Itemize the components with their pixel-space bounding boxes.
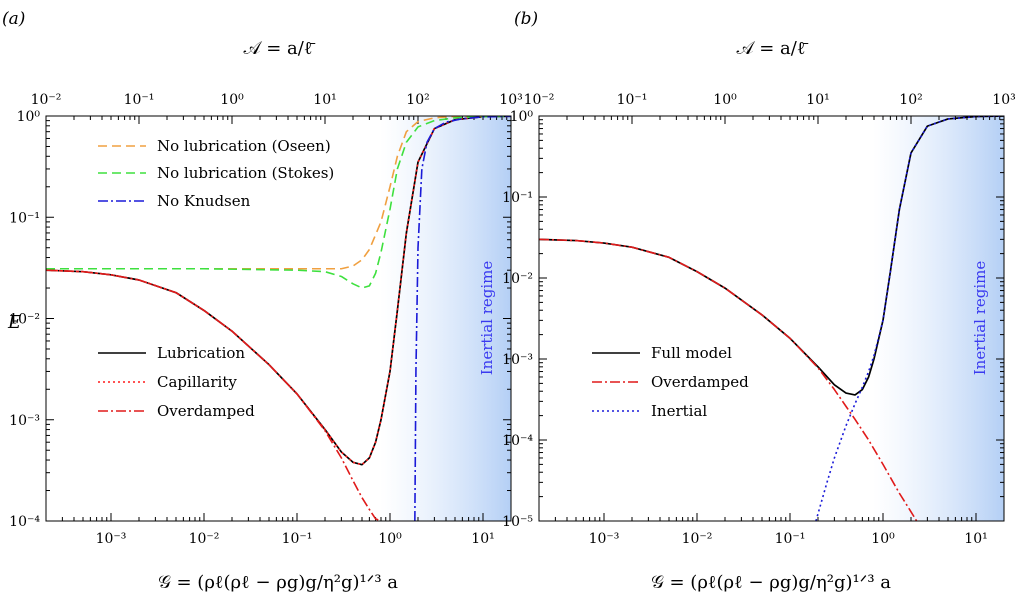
p1-y-tick-label: 10⁻² xyxy=(502,271,533,287)
p1-y-tick-label: 10⁻⁴ xyxy=(502,433,533,449)
p1-y-tick-label: 10⁰ xyxy=(510,109,534,125)
panel-b-legend: Full model Overdamped Inertial xyxy=(592,344,749,420)
p0-x-tick-label: 10⁻² xyxy=(189,531,220,547)
legend-label-capillarity: Capillarity xyxy=(157,373,237,391)
p1-y-tick-label: 10⁻³ xyxy=(502,352,533,368)
p0-top-x-tick-label: 10⁻¹ xyxy=(124,92,155,108)
p1-top-x-tick-label: 10¹ xyxy=(806,92,829,108)
p0-y-tick-label: 10⁻³ xyxy=(9,413,40,429)
p1-x-tick-label: 10⁻¹ xyxy=(775,531,806,547)
panel-b-regime-label: Inertial regime xyxy=(971,261,989,376)
p1-top-x-tick-label: 10³ xyxy=(992,92,1015,108)
panel-a-y-axis-label: E xyxy=(7,312,21,333)
panel-b: (b) 𝒜 = a/ℓ̄ 𝒢 = (ρℓ(ρℓ − ρg)g/η²g)¹ᐟ³ a… xyxy=(502,9,1016,593)
p1-top-x-tick-label: 10⁻² xyxy=(524,92,555,108)
p1-x-tick-label: 10¹ xyxy=(964,531,987,547)
p1-top-x-tick-label: 10² xyxy=(899,92,922,108)
panel-b-frame xyxy=(538,115,1005,522)
p0-y-tick-label: 10⁰ xyxy=(17,109,41,125)
p1-x-tick-label: 10⁻³ xyxy=(589,531,620,547)
panel-a-regime-shading xyxy=(380,116,511,521)
p0-y-tick-label: 10⁻⁴ xyxy=(9,514,40,530)
p1-top-x-tick-label: 10⁰ xyxy=(713,92,737,108)
p0-series-no-knudsen xyxy=(414,116,511,521)
p0-top-x-tick-label: 10² xyxy=(406,92,429,108)
panel-a-label: (a) xyxy=(2,9,25,29)
panel-b-bottom-axis-label: 𝒢 = (ρℓ(ρℓ − ρg)g/η²g)¹ᐟ³ a xyxy=(651,572,891,593)
legend-label-full-model: Full model xyxy=(651,344,732,362)
p0-x-tick-label: 10⁻¹ xyxy=(282,531,313,547)
panel-a-series xyxy=(46,116,511,521)
panel-a-axes: 10⁻³ 10⁻² 10⁻¹ 10⁰ 10¹ 10⁻² 10⁻¹ 10⁰ 10¹ 10² 10³ 10… xyxy=(9,92,523,547)
legend-label-oseen: No lubrication (Oseen) xyxy=(157,137,331,155)
p0-y-tick-label: 10⁻¹ xyxy=(9,210,40,226)
legend-label-overdamped-b: Overdamped xyxy=(651,373,749,391)
p0-series-no-lubrication-oseen xyxy=(46,116,511,270)
legend-label-lubrication: Lubrication xyxy=(157,344,245,362)
panel-b-top-axis-label: 𝒜 = a/ℓ̄ xyxy=(737,38,809,59)
panel-a-top-axis-label: 𝒜 = a/ℓ̄ xyxy=(244,38,316,59)
p0-y-tick-label: 10⁻² xyxy=(9,312,40,328)
panel-b-label: (b) xyxy=(514,9,538,29)
legend-label-stokes: No lubrication (Stokes) xyxy=(157,164,334,182)
panel-a-regime-label: Inertial regime xyxy=(478,261,496,376)
p1-top-x-tick-label: 10⁻¹ xyxy=(617,92,648,108)
panel-a: (a) 𝒜 = a/ℓ̄ 𝒢 = (ρℓ(ρℓ − ρg)g/η²g)¹ᐟ³ a… xyxy=(2,9,523,593)
legend-label-overdamped-a: Overdamped xyxy=(157,402,255,420)
p0-x-tick-label: 10⁰ xyxy=(378,531,402,547)
p0-series-no-lubrication-stokes xyxy=(46,116,511,289)
p0-top-x-tick-label: 10⁰ xyxy=(220,92,244,108)
legend-label-inertial: Inertial xyxy=(651,402,707,420)
p0-top-x-tick-label: 10³ xyxy=(499,92,522,108)
p0-x-tick-label: 10¹ xyxy=(471,531,494,547)
p0-x-tick-label: 10⁻³ xyxy=(96,531,127,547)
panel-b-series xyxy=(539,116,1004,521)
p0-top-x-tick-label: 10⁻² xyxy=(31,92,62,108)
panel-a-legend-lower: Lubrication Capillarity Overdamped xyxy=(98,344,255,420)
p0-series-overdamped xyxy=(46,269,382,521)
p1-series-overdamped xyxy=(539,238,918,521)
panel-a-frame xyxy=(45,115,512,522)
legend-label-knudsen: No Knudsen xyxy=(157,192,251,210)
panel-a-bottom-axis-label: 𝒢 = (ρℓ(ρℓ − ρg)g/η²g)¹ᐟ³ a xyxy=(158,572,398,593)
p0-top-x-tick-label: 10¹ xyxy=(313,92,336,108)
p1-x-tick-label: 10⁰ xyxy=(871,531,895,547)
panel-b-regime-shading xyxy=(873,116,1004,521)
panel-a-legend-upper: No lubrication (Oseen) No lubrication (S… xyxy=(98,137,334,210)
p1-x-tick-label: 10⁻² xyxy=(682,531,713,547)
p1-y-tick-label: 10⁻¹ xyxy=(502,190,533,206)
p1-y-tick-label: 10⁻⁵ xyxy=(502,514,533,530)
